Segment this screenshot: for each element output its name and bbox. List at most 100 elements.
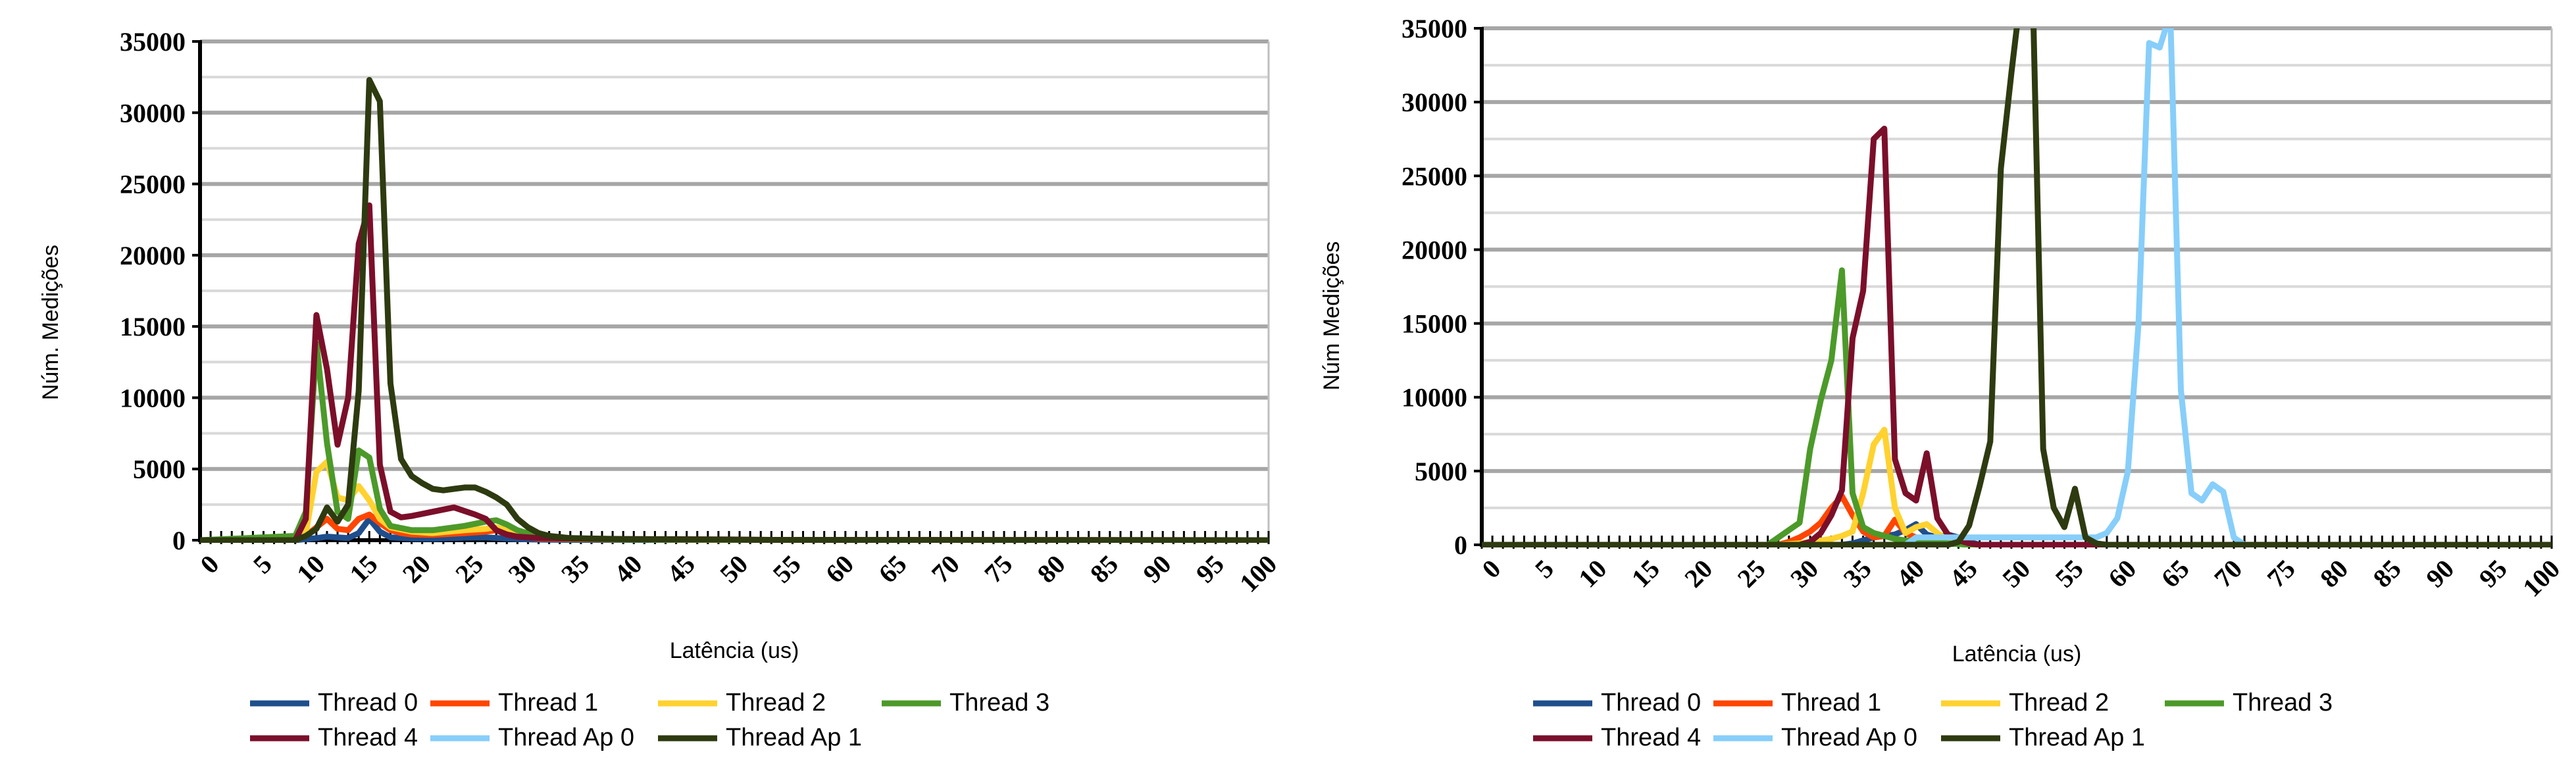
- x-tick-label: 40: [608, 549, 647, 589]
- legend-label: Thread Ap 0: [498, 724, 634, 751]
- x-tick-label: 70: [2208, 554, 2248, 594]
- legend-item: Thread 2: [1941, 689, 2109, 717]
- legend-item: Thread Ap 1: [658, 724, 862, 751]
- legend-label: Thread 3: [949, 689, 1049, 717]
- legend-item: Thread 3: [882, 689, 1049, 717]
- x-tick-label: 10: [291, 549, 330, 589]
- x-axis-title: Latência (us): [1952, 642, 2082, 667]
- series-lines: [200, 77, 1269, 543]
- y-tick-label: 35000: [120, 27, 186, 57]
- legend-label: Thread 0: [1601, 689, 1701, 717]
- y-tick-label: 25000: [120, 170, 186, 199]
- x-tick-label: 95: [2473, 554, 2513, 594]
- y-axis-title: Núm Medições: [1319, 241, 1344, 391]
- y-tick-label: 15000: [120, 312, 186, 341]
- y-tick-label: 20000: [1402, 235, 1467, 265]
- x-tick-label: 10: [1573, 554, 1612, 594]
- x-tick-label: 85: [2367, 554, 2407, 594]
- y-tick-label: 0: [172, 526, 186, 555]
- y-axis-title: Núm. Medições: [38, 245, 63, 400]
- x-tick-label: 65: [2156, 554, 2195, 594]
- legend-item: Thread Ap 0: [430, 724, 634, 751]
- series-line-thread-ap-1: [1482, 28, 2552, 547]
- legend-item: Thread 4: [1533, 724, 1701, 751]
- x-tick-label: 0: [1476, 554, 1506, 584]
- x-tick-label: 55: [2050, 554, 2089, 594]
- x-tick-label: 100: [1234, 549, 1282, 598]
- legend-label: Thread 1: [498, 689, 598, 717]
- legend-item: Thread Ap 1: [1941, 724, 2145, 751]
- legend-label: Thread 2: [726, 689, 826, 717]
- x-tick-label: 95: [1190, 549, 1230, 589]
- x-tick-label: 20: [397, 549, 436, 589]
- series-line-thread-4: [1482, 126, 2552, 547]
- x-tick-label: 45: [1944, 554, 1983, 594]
- legend-item: Thread 1: [1713, 689, 1881, 717]
- x-tick-label: 55: [767, 549, 807, 589]
- legend: Thread 0 Thread 1 Thread 2 Thread 3 Thread 4…: [1533, 689, 2333, 751]
- x-tick-label: 90: [2420, 554, 2460, 594]
- y-tick-label: 10000: [120, 383, 186, 413]
- y-tick-label: 5000: [1415, 457, 1467, 486]
- x-axis-title: Latência (us): [670, 638, 799, 663]
- x-tick-label: 70: [926, 549, 965, 589]
- y-tick-label: 30000: [1402, 88, 1467, 117]
- x-tick-label: 60: [820, 549, 859, 589]
- x-tick-label: 50: [714, 549, 753, 589]
- legend-label: Thread Ap 1: [726, 724, 862, 751]
- y-tick-label: 20000: [120, 241, 186, 270]
- legend: Thread 0 Thread 1 Thread 2 Thread 3 Thread 4…: [250, 689, 1049, 751]
- x-tick-label: 25: [1732, 554, 1771, 594]
- y-tick-label: 25000: [1402, 161, 1467, 191]
- x-tick-label: 50: [1996, 554, 2036, 594]
- legend-item: Thread 2: [658, 689, 826, 717]
- legend-item: Thread 4: [250, 724, 418, 751]
- legend-label: Thread Ap 1: [2009, 724, 2145, 751]
- series-lines: [1482, 28, 2552, 547]
- x-tick-label: 30: [503, 549, 542, 589]
- legend-item: Thread 1: [430, 689, 598, 717]
- x-tick-label: 15: [1626, 554, 1665, 594]
- series-line-thread-3: [1482, 267, 2552, 547]
- legend-item: Thread 3: [2165, 689, 2333, 717]
- y-tick-label: 0: [1454, 530, 1467, 560]
- legend-label: Thread 4: [318, 724, 418, 751]
- x-tick-label: 20: [1679, 554, 1718, 594]
- y-tick-label: 15000: [1402, 309, 1467, 339]
- legend-item: Thread 0: [1533, 689, 1701, 717]
- x-tick-label: 65: [872, 549, 912, 589]
- x-tick-label: 45: [661, 549, 701, 589]
- x-tick-label: 85: [1084, 549, 1124, 589]
- x-tick-label: 15: [343, 549, 383, 589]
- x-tick-label: 25: [449, 549, 489, 589]
- y-tick-label: 30000: [120, 98, 186, 128]
- x-tick-label: 75: [2261, 554, 2301, 594]
- legend-item: Thread Ap 0: [1713, 724, 1917, 751]
- x-tick-label: 40: [1890, 554, 1930, 594]
- legend-label: Thread 4: [1601, 724, 1701, 751]
- x-tick-label: 0: [194, 549, 224, 580]
- series-line-thread-0: [200, 516, 1269, 543]
- x-tick-label: 80: [1032, 549, 1071, 589]
- x-tick-label: 35: [1838, 554, 1877, 594]
- series-line-thread-ap-1: [200, 77, 1269, 543]
- x-tick-label: 60: [2102, 554, 2142, 594]
- x-tick-label: 35: [555, 549, 595, 589]
- y-tick-label: 10000: [1402, 383, 1467, 413]
- x-tick-label: 5: [247, 549, 278, 580]
- x-tick-label: 30: [1784, 554, 1824, 594]
- y-tick-label: 5000: [133, 455, 186, 484]
- legend-label: Thread 1: [1781, 689, 1881, 717]
- x-tick-label: 5: [1529, 554, 1559, 584]
- legend-item: Thread 0: [250, 689, 418, 717]
- legend-label: Thread 3: [2233, 689, 2333, 717]
- x-tick-label: 100: [2517, 554, 2565, 603]
- series-line-thread-ap-0: [1482, 28, 2552, 547]
- series-line-thread-2: [1482, 426, 2552, 547]
- legend-label: Thread Ap 0: [1781, 724, 1917, 751]
- x-tick-label: 75: [978, 549, 1018, 589]
- legend-label: Thread 2: [2009, 689, 2109, 717]
